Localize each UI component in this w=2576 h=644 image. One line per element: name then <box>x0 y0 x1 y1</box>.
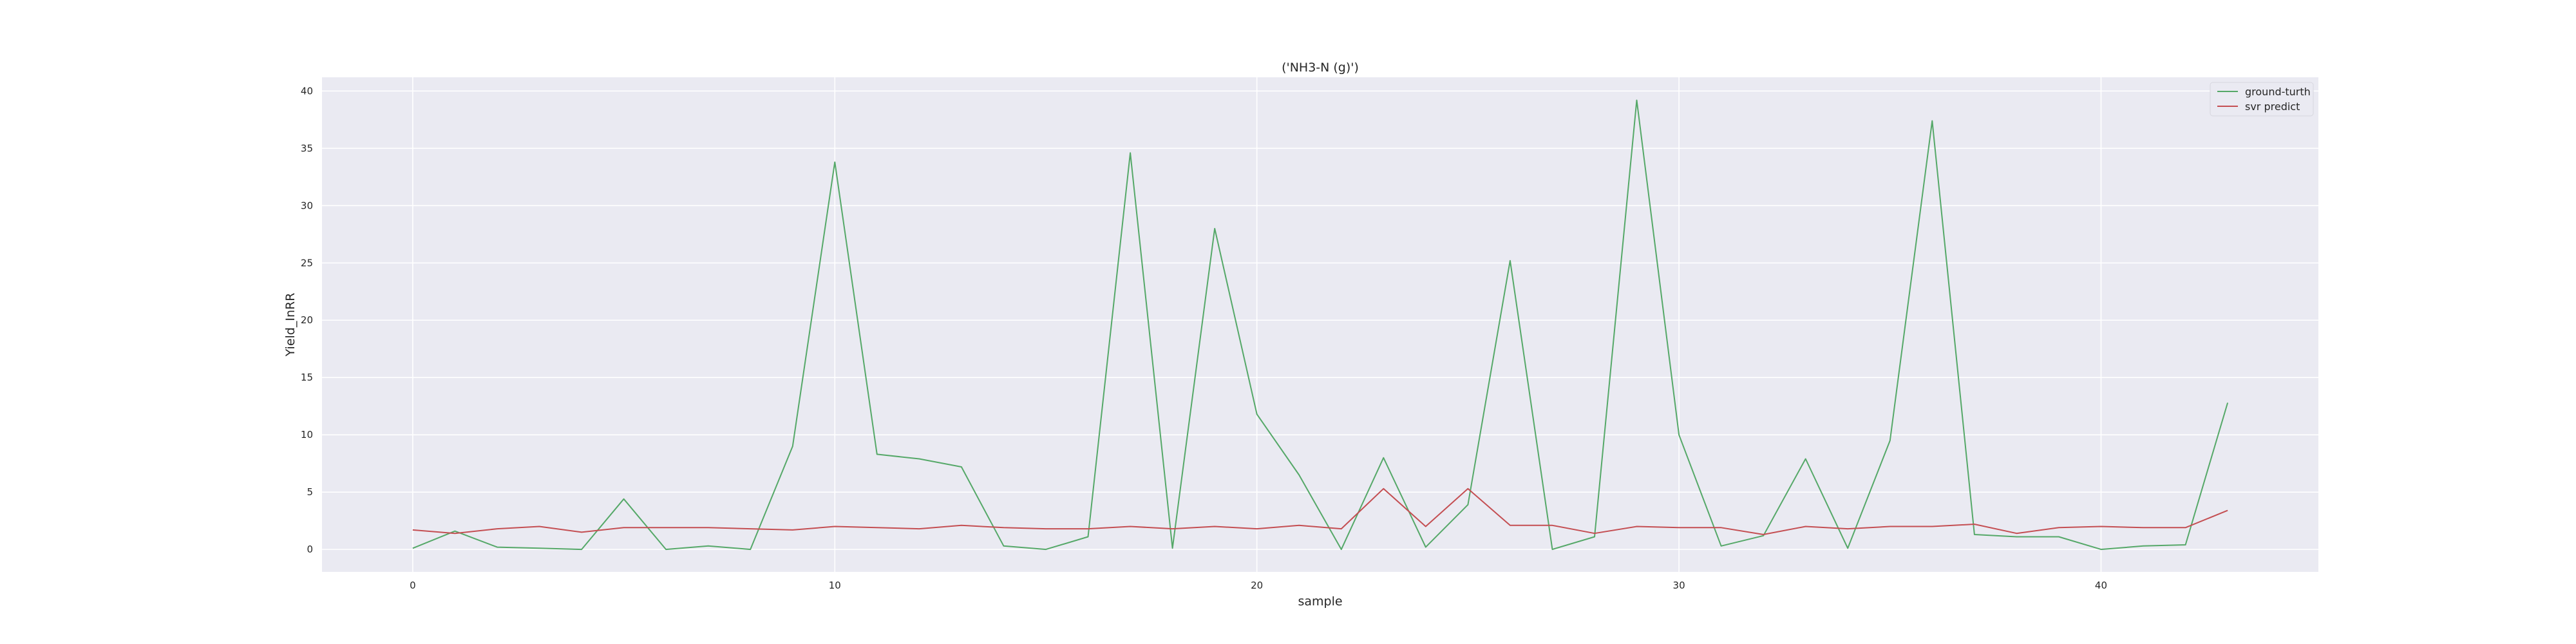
y-axis-label: Yield_InRR <box>283 293 298 357</box>
x-tick-label: 0 <box>410 580 416 591</box>
y-tick-label: 20 <box>301 314 313 326</box>
series-line-svr-predict <box>412 488 2228 535</box>
x-tick-label: 40 <box>2095 580 2107 591</box>
y-tick-label: 30 <box>301 200 313 211</box>
x-axis-label: sample <box>1298 594 1342 609</box>
y-tick-label: 0 <box>307 544 313 555</box>
plot-area-background <box>322 77 2318 572</box>
chart-title: ('NH3-N (g)') <box>1282 61 1359 75</box>
x-tick-label: 20 <box>1251 580 1263 591</box>
series-layer <box>412 99 2229 551</box>
grid <box>322 77 2318 572</box>
series-line-ground-turth <box>412 99 2229 551</box>
x-tick-labels: 0 10 20 30 40 <box>410 580 2107 591</box>
x-tick-label: 10 <box>829 580 841 591</box>
y-tick-label: 15 <box>301 372 313 383</box>
legend-label-ground-turth: ground-turth <box>2245 86 2311 98</box>
y-tick-label: 25 <box>301 257 313 269</box>
y-tick-labels: 0 5 10 15 20 25 30 35 40 <box>301 85 313 555</box>
y-tick-label: 40 <box>301 85 313 97</box>
y-tick-label: 10 <box>301 429 313 440</box>
legend-label-svr-predict: svr predict <box>2245 100 2300 113</box>
y-tick-label: 5 <box>307 486 313 498</box>
y-tick-label: 35 <box>301 142 313 154</box>
x-tick-label: 30 <box>1673 580 1685 591</box>
legend: ground-turth svr predict <box>2210 82 2314 117</box>
